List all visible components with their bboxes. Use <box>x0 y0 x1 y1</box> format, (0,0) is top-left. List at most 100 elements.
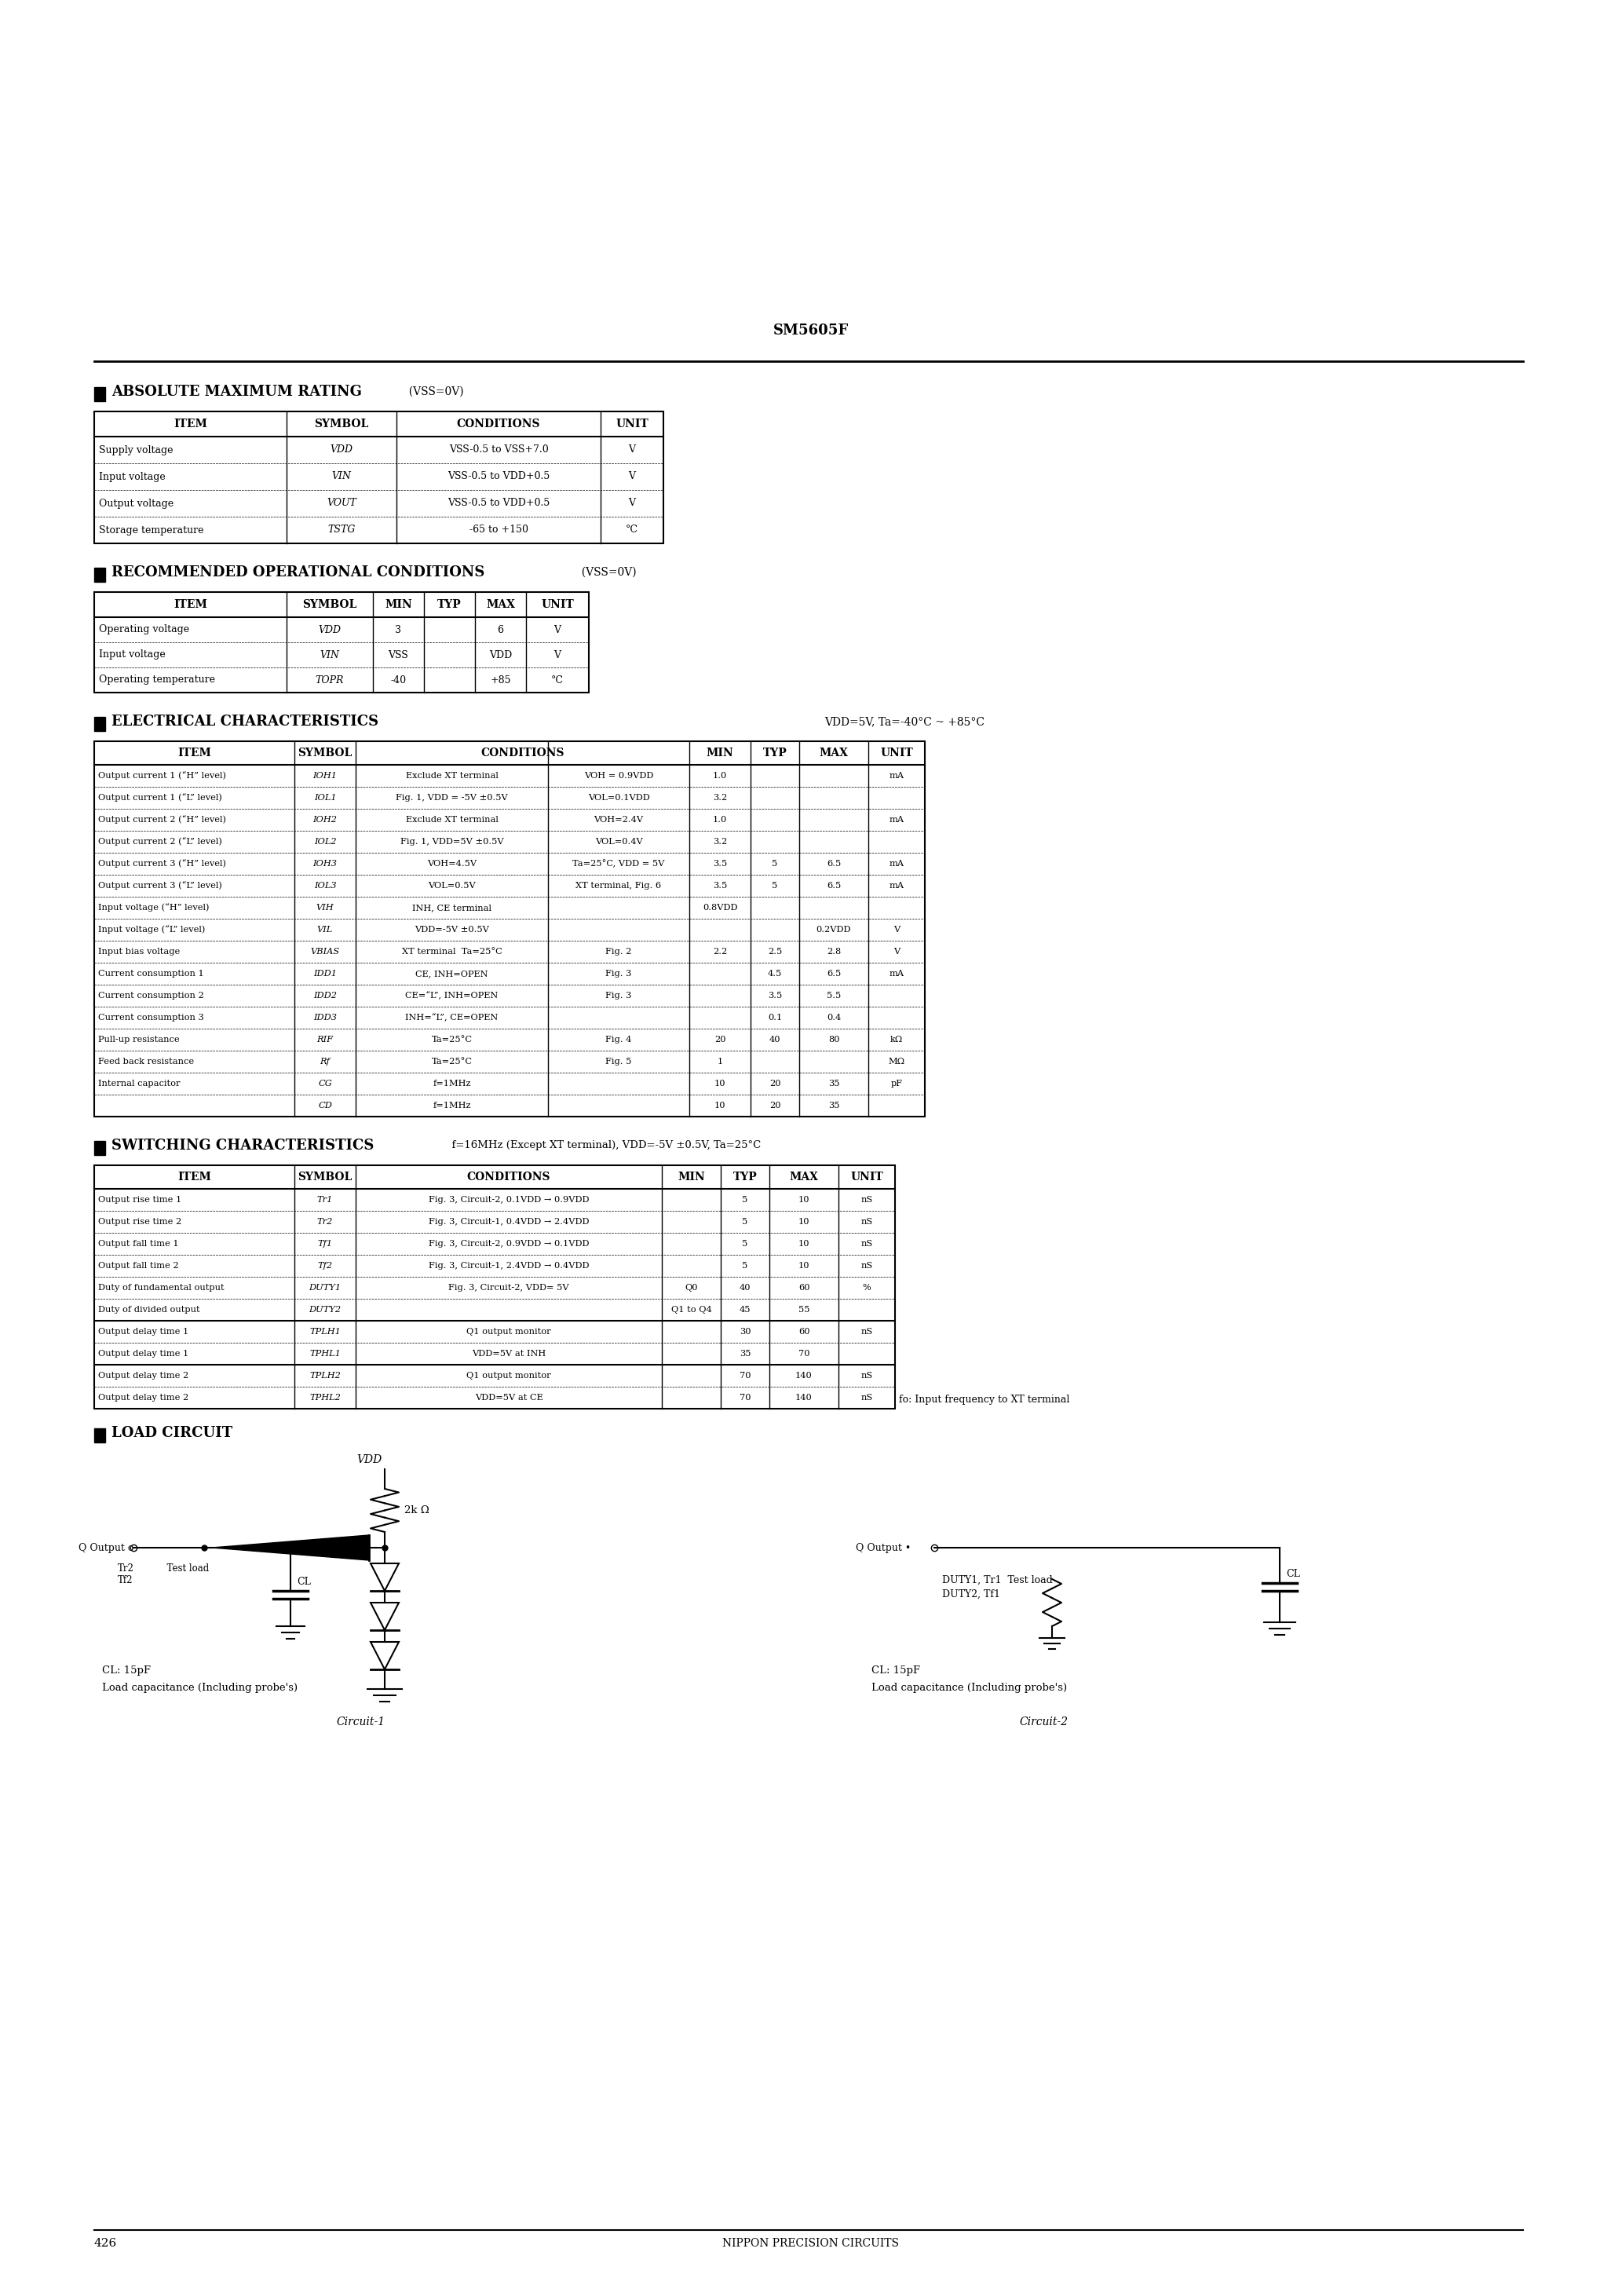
Text: Output delay time 2: Output delay time 2 <box>99 1371 188 1380</box>
Text: CE, INH=OPEN: CE, INH=OPEN <box>415 969 488 978</box>
Text: Fig. 3, Circuit-2, VDD= 5V: Fig. 3, Circuit-2, VDD= 5V <box>448 1283 569 1293</box>
Bar <box>94 1428 105 1442</box>
Text: 10: 10 <box>798 1240 809 1247</box>
Text: 2.2: 2.2 <box>712 948 727 955</box>
Text: VIH: VIH <box>316 905 334 912</box>
Text: mA: mA <box>889 882 903 889</box>
Bar <box>94 592 589 693</box>
Text: Tr2: Tr2 <box>316 1217 333 1226</box>
Text: f=1MHz: f=1MHz <box>433 1079 470 1088</box>
Text: mA: mA <box>889 859 903 868</box>
Text: Supply voltage: Supply voltage <box>99 445 174 455</box>
Bar <box>94 742 925 1116</box>
Text: Q1 output monitor: Q1 output monitor <box>467 1327 551 1336</box>
Text: 35: 35 <box>829 1079 840 1088</box>
Text: IOL2: IOL2 <box>313 838 336 845</box>
Text: VIL: VIL <box>316 925 333 934</box>
Text: XT terminal, Fig. 6: XT terminal, Fig. 6 <box>576 882 662 889</box>
Text: RECOMMENDED OPERATIONAL CONDITIONS: RECOMMENDED OPERATIONAL CONDITIONS <box>112 565 485 579</box>
Text: Ta=25°C, VDD = 5V: Ta=25°C, VDD = 5V <box>573 859 665 868</box>
Text: XT terminal  Ta=25°C: XT terminal Ta=25°C <box>402 948 501 955</box>
Text: 3.2: 3.2 <box>712 838 727 845</box>
Text: IDD1: IDD1 <box>313 969 337 978</box>
Text: 3.5: 3.5 <box>712 882 727 889</box>
Text: VDD: VDD <box>488 650 513 659</box>
Text: nS: nS <box>861 1327 873 1336</box>
Text: Output current 2 (“H” level): Output current 2 (“H” level) <box>99 815 225 824</box>
Text: Input voltage (“H” level): Input voltage (“H” level) <box>99 905 209 912</box>
Text: 1.0: 1.0 <box>712 815 727 824</box>
Text: VOH=4.5V: VOH=4.5V <box>427 859 477 868</box>
Text: Q1 output monitor: Q1 output monitor <box>467 1371 551 1380</box>
Text: Output current 3 (“H” level): Output current 3 (“H” level) <box>99 859 225 868</box>
Text: CONDITIONS: CONDITIONS <box>457 418 540 429</box>
Text: INH=“L”, CE=OPEN: INH=“L”, CE=OPEN <box>406 1013 498 1022</box>
Text: Fig. 3, Circuit-1, 2.4VDD → 0.4VDD: Fig. 3, Circuit-1, 2.4VDD → 0.4VDD <box>428 1263 589 1270</box>
Text: 10: 10 <box>714 1079 725 1088</box>
Text: 10: 10 <box>714 1102 725 1109</box>
Text: mA: mA <box>889 771 903 781</box>
Text: 1.0: 1.0 <box>712 771 727 781</box>
Text: Operating temperature: Operating temperature <box>99 675 216 684</box>
Bar <box>94 567 105 581</box>
Text: Pull-up resistance: Pull-up resistance <box>99 1035 180 1045</box>
Bar <box>94 388 105 402</box>
Text: CL: 15pF: CL: 15pF <box>102 1665 151 1676</box>
Text: 6: 6 <box>498 625 504 636</box>
Text: 30: 30 <box>740 1327 751 1336</box>
Text: TPLH2: TPLH2 <box>310 1371 341 1380</box>
Text: UNIT: UNIT <box>850 1171 882 1182</box>
Text: Output current 1 (“H” level): Output current 1 (“H” level) <box>99 771 225 781</box>
Text: Fig. 2: Fig. 2 <box>605 948 631 955</box>
Text: ITEM: ITEM <box>177 748 211 758</box>
Text: 140: 140 <box>795 1394 813 1401</box>
Text: UNIT: UNIT <box>881 748 913 758</box>
Text: 5: 5 <box>772 859 777 868</box>
Text: TYP: TYP <box>438 599 462 611</box>
Text: V: V <box>628 445 636 455</box>
Text: VOH = 0.9VDD: VOH = 0.9VDD <box>584 771 654 781</box>
Text: ITEM: ITEM <box>177 1171 211 1182</box>
Text: Storage temperature: Storage temperature <box>99 526 204 535</box>
Text: 6.5: 6.5 <box>827 859 840 868</box>
Text: CL: 15pF: CL: 15pF <box>871 1665 920 1676</box>
Text: Output current 3 (“L” level): Output current 3 (“L” level) <box>99 882 222 891</box>
Text: 6.5: 6.5 <box>827 882 840 889</box>
Text: Ta=25°C: Ta=25°C <box>431 1058 472 1065</box>
Text: VSS: VSS <box>388 650 409 659</box>
Text: 426: 426 <box>94 2239 117 2248</box>
Text: SYMBOL: SYMBOL <box>303 599 357 611</box>
Text: VIN: VIN <box>320 650 339 659</box>
Text: 3.5: 3.5 <box>712 859 727 868</box>
Text: 3.2: 3.2 <box>712 794 727 801</box>
Text: Load capacitance (Including probe's): Load capacitance (Including probe's) <box>102 1683 298 1692</box>
Text: 3.5: 3.5 <box>767 992 782 999</box>
Text: 2.5: 2.5 <box>767 948 782 955</box>
Text: 35: 35 <box>740 1350 751 1357</box>
Text: Input voltage: Input voltage <box>99 471 165 482</box>
Bar <box>94 1166 895 1410</box>
Text: Q Output o: Q Output o <box>78 1543 133 1552</box>
Text: nS: nS <box>861 1371 873 1380</box>
Text: Tr2
Tf2: Tr2 Tf2 <box>118 1564 135 1584</box>
Text: Output fall time 1: Output fall time 1 <box>99 1240 178 1247</box>
Text: LOAD CIRCUIT: LOAD CIRCUIT <box>112 1426 232 1440</box>
Text: 5: 5 <box>743 1217 748 1226</box>
Text: Q Output •: Q Output • <box>856 1543 912 1552</box>
Text: TYP: TYP <box>733 1171 757 1182</box>
Text: 70: 70 <box>798 1350 809 1357</box>
Text: 20: 20 <box>714 1035 725 1045</box>
Text: Tf1: Tf1 <box>318 1240 333 1247</box>
Bar <box>94 716 105 730</box>
Text: 40: 40 <box>769 1035 780 1045</box>
Text: VDD: VDD <box>331 445 354 455</box>
Text: TPHL1: TPHL1 <box>310 1350 341 1357</box>
Text: TPHL2: TPHL2 <box>310 1394 341 1401</box>
Text: IOL1: IOL1 <box>313 794 336 801</box>
Text: VOH=2.4V: VOH=2.4V <box>594 815 644 824</box>
Text: Current consumption 2: Current consumption 2 <box>99 992 204 999</box>
Text: 5: 5 <box>743 1196 748 1203</box>
Text: VDD=-5V ±0.5V: VDD=-5V ±0.5V <box>415 925 490 934</box>
Text: 70: 70 <box>740 1371 751 1380</box>
Text: 5: 5 <box>772 882 777 889</box>
